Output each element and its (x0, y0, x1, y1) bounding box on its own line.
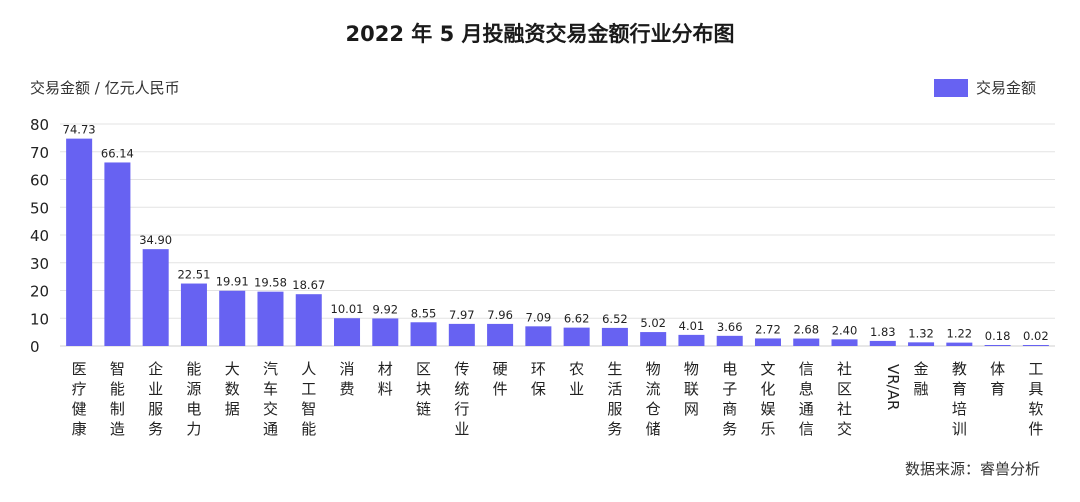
bar-value-label: 7.97 (449, 308, 475, 322)
category-label: 体育 (990, 360, 1005, 398)
y-tick-label: 50 (30, 199, 49, 217)
legend: 交易金额 (934, 77, 1036, 98)
bar (946, 342, 973, 346)
bar (1022, 345, 1049, 346)
bar-value-label: 6.52 (602, 312, 628, 326)
bar-value-label: 1.83 (870, 325, 896, 339)
bar (525, 326, 552, 346)
legend-label: 交易金额 (976, 79, 1037, 97)
bar (754, 338, 781, 346)
y-tick-label: 10 (30, 310, 49, 328)
category-label: 物流仓储 (646, 360, 661, 438)
bar-value-label: 74.73 (63, 123, 96, 137)
bar-value-label: 1.22 (947, 327, 973, 341)
bar-value-label: 22.51 (177, 268, 210, 282)
bar (831, 339, 858, 346)
category-label: 生活服务 (607, 360, 622, 438)
category-label: 环保 (531, 360, 546, 398)
bar-value-label: 8.55 (411, 306, 437, 320)
y-tick-label: 40 (30, 227, 49, 245)
bar-value-label: 7.96 (487, 308, 513, 322)
bar (66, 138, 93, 346)
bar (142, 249, 169, 346)
bar (372, 318, 399, 346)
bar (448, 323, 475, 346)
y-axis-label: 交易金额 / 亿元人民币 (30, 79, 180, 97)
bar-value-label: 34.90 (139, 233, 172, 247)
bar-value-label: 66.14 (101, 146, 134, 160)
category-label: 区块链 (416, 360, 431, 418)
category-label: 消费 (340, 360, 355, 398)
bar (563, 327, 590, 346)
bar (793, 338, 820, 346)
bar-value-label: 0.02 (1023, 329, 1049, 343)
bar-value-label: 6.62 (564, 312, 590, 326)
category-label: 传统行业 (454, 360, 469, 438)
bar (640, 332, 667, 346)
category-label: 能源电力 (186, 360, 201, 438)
bar-value-label: 2.68 (793, 323, 819, 337)
y-tick-label: 20 (30, 283, 49, 301)
category-label: 工具软件 (1028, 360, 1043, 438)
bar (104, 162, 131, 346)
bar (295, 294, 322, 346)
y-tick-label: 30 (30, 255, 49, 273)
bar-value-label: 19.58 (254, 276, 287, 290)
y-tick-label: 0 (30, 338, 40, 356)
bar-value-label: 5.02 (640, 316, 666, 330)
bar-value-label: 9.92 (372, 302, 398, 316)
bar-value-label: 4.01 (679, 319, 705, 333)
bar-value-label: 18.67 (292, 278, 325, 292)
category-label: 大数据 (225, 360, 240, 418)
category-label: 金融 (914, 360, 929, 398)
category-label: 汽车交通 (263, 360, 278, 438)
y-tick-label: 80 (30, 116, 49, 134)
bar-value-label: 19.91 (216, 275, 249, 289)
bar (219, 290, 246, 346)
data-source-note: 数据来源：睿兽分析 (904, 460, 1040, 478)
category-label: 教育培训 (952, 360, 967, 438)
legend-swatch (934, 78, 968, 97)
bar (908, 342, 935, 346)
bar-value-label: 3.66 (717, 320, 743, 334)
y-tick-label: 70 (30, 144, 49, 162)
bar-value-label: 7.09 (526, 310, 552, 324)
category-label: 信息通信 (799, 360, 814, 438)
bar (984, 345, 1011, 346)
category-label: 医疗健康 (72, 360, 87, 438)
bar-value-label: 1.32 (908, 326, 934, 340)
category-label: 硬件 (493, 360, 508, 398)
bar-value-label: 2.72 (755, 322, 781, 336)
category-label: 物联网 (684, 360, 699, 418)
category-label: 企业服务 (148, 360, 163, 438)
bar-value-label: 2.40 (832, 323, 858, 337)
bar-value-label: 10.01 (331, 302, 364, 316)
bar (601, 327, 628, 346)
category-label: 材料 (378, 360, 393, 398)
chart-title: 2022 年 5 月投融资交易金额行业分布图 (345, 22, 735, 46)
category-label: 农业 (569, 360, 584, 398)
category-label: 电子商务 (722, 360, 737, 438)
bar (410, 322, 437, 346)
bar (678, 334, 705, 346)
category-label: 人工智能 (301, 360, 316, 438)
bar (487, 323, 514, 346)
bar (716, 335, 743, 346)
y-tick-label: 60 (30, 172, 49, 190)
bar (257, 291, 284, 346)
bar (869, 340, 896, 346)
category-label: 社区社交 (837, 360, 852, 438)
bar-value-label: 0.18 (985, 329, 1011, 343)
category-label: 文化娱乐 (760, 360, 775, 438)
category-label: 智能制造 (110, 360, 125, 438)
bar (180, 283, 207, 346)
category-label: VR/AR (884, 364, 902, 410)
bar (334, 318, 361, 346)
